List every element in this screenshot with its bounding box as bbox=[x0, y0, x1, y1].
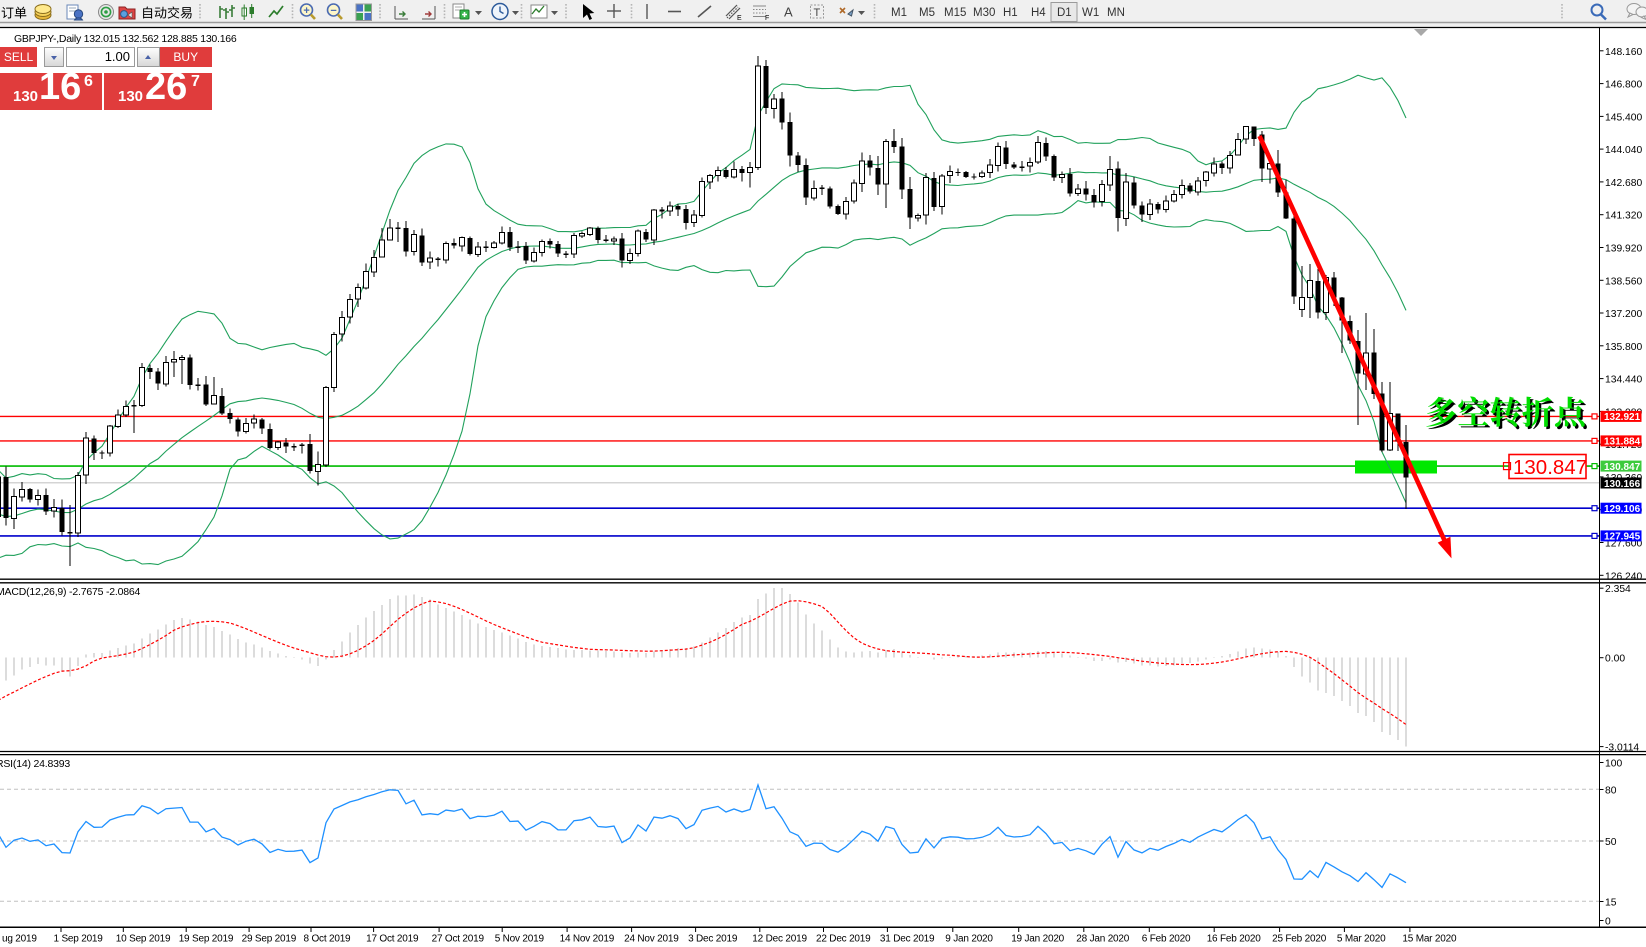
svg-text:146.800: 146.800 bbox=[1605, 80, 1642, 91]
svg-text:9 Jan 2020: 9 Jan 2020 bbox=[945, 934, 993, 945]
svg-text:5 Nov 2019: 5 Nov 2019 bbox=[495, 934, 545, 945]
svg-text:129.106: 129.106 bbox=[1604, 504, 1641, 515]
svg-text:28 Jan 2020: 28 Jan 2020 bbox=[1076, 934, 1129, 945]
svg-text:M5: M5 bbox=[919, 7, 935, 19]
svg-text:T: T bbox=[814, 7, 821, 19]
svg-text:127.945: 127.945 bbox=[1604, 532, 1641, 543]
svg-text:GBPJPY-,Daily 132.015 132.562: GBPJPY-,Daily 132.015 132.562 128.885 13… bbox=[14, 33, 237, 45]
svg-text:130.847: 130.847 bbox=[1513, 456, 1587, 479]
svg-text:15: 15 bbox=[1605, 898, 1617, 909]
svg-text:100: 100 bbox=[1605, 759, 1622, 770]
svg-text:144.040: 144.040 bbox=[1605, 145, 1642, 156]
svg-text:+: + bbox=[303, 5, 309, 17]
svg-text:135.800: 135.800 bbox=[1605, 342, 1642, 353]
svg-text:6 Feb 2020: 6 Feb 2020 bbox=[1142, 934, 1191, 945]
svg-text:50: 50 bbox=[1605, 837, 1617, 848]
svg-text:130.166: 130.166 bbox=[1604, 479, 1641, 490]
svg-text:−: − bbox=[330, 5, 336, 17]
svg-text:D1: D1 bbox=[1057, 7, 1072, 19]
svg-text:E: E bbox=[737, 15, 742, 22]
svg-text:141.320: 141.320 bbox=[1605, 211, 1642, 222]
svg-text:15 Mar 2020: 15 Mar 2020 bbox=[1402, 934, 1457, 945]
svg-text:127.600: 127.600 bbox=[1605, 539, 1642, 550]
svg-text:H1: H1 bbox=[1003, 7, 1018, 19]
svg-text:145.400: 145.400 bbox=[1605, 112, 1642, 123]
svg-text:MN: MN bbox=[1107, 7, 1125, 19]
svg-text:H4: H4 bbox=[1031, 7, 1046, 19]
svg-text:132.921: 132.921 bbox=[1604, 412, 1641, 423]
svg-text:ug 2019: ug 2019 bbox=[2, 934, 37, 945]
svg-text:22 Dec 2019: 22 Dec 2019 bbox=[816, 934, 871, 945]
svg-text:1 Sep 2019: 1 Sep 2019 bbox=[54, 934, 104, 945]
svg-text:134.440: 134.440 bbox=[1605, 375, 1642, 386]
svg-text:-3.0114: -3.0114 bbox=[1605, 743, 1639, 754]
svg-text:F: F bbox=[765, 15, 769, 22]
svg-text:16 Feb 2020: 16 Feb 2020 bbox=[1207, 934, 1262, 945]
svg-text:RSI(14) 24.8393: RSI(14) 24.8393 bbox=[0, 758, 70, 770]
svg-text:14 Nov 2019: 14 Nov 2019 bbox=[560, 934, 615, 945]
svg-text:0.00: 0.00 bbox=[1605, 654, 1625, 665]
svg-text:24 Nov 2019: 24 Nov 2019 bbox=[624, 934, 679, 945]
svg-text:10 Sep 2019: 10 Sep 2019 bbox=[116, 934, 171, 945]
svg-text:19 Jan 2020: 19 Jan 2020 bbox=[1011, 934, 1064, 945]
svg-text:138.560: 138.560 bbox=[1605, 276, 1642, 287]
svg-text:M30: M30 bbox=[973, 7, 995, 19]
svg-text:126.240: 126.240 bbox=[1605, 571, 1642, 582]
svg-text:142.680: 142.680 bbox=[1605, 178, 1642, 189]
svg-text:137.200: 137.200 bbox=[1605, 309, 1642, 320]
svg-text:131.884: 131.884 bbox=[1604, 437, 1641, 448]
svg-text:M15: M15 bbox=[944, 7, 966, 19]
svg-text:8 Oct 2019: 8 Oct 2019 bbox=[304, 934, 352, 945]
svg-text:29 Sep 2019: 29 Sep 2019 bbox=[242, 934, 297, 945]
svg-text:2.354: 2.354 bbox=[1605, 584, 1631, 595]
svg-text:148.160: 148.160 bbox=[1605, 47, 1642, 58]
svg-text:MACD(12,26,9) -2.7675 -2.0864: MACD(12,26,9) -2.7675 -2.0864 bbox=[0, 586, 141, 598]
svg-text:130.847: 130.847 bbox=[1604, 462, 1641, 473]
svg-text:3 Dec 2019: 3 Dec 2019 bbox=[688, 934, 738, 945]
svg-text:W1: W1 bbox=[1082, 7, 1099, 19]
svg-text:25 Feb 2020: 25 Feb 2020 bbox=[1272, 934, 1327, 945]
svg-text:19 Sep 2019: 19 Sep 2019 bbox=[179, 934, 234, 945]
svg-text:M1: M1 bbox=[891, 7, 907, 19]
svg-text:0: 0 bbox=[1605, 917, 1611, 928]
svg-text:17 Oct 2019: 17 Oct 2019 bbox=[366, 934, 419, 945]
svg-text:12 Dec 2019: 12 Dec 2019 bbox=[752, 934, 807, 945]
svg-text:31 Dec 2019: 31 Dec 2019 bbox=[880, 934, 935, 945]
svg-text:139.920: 139.920 bbox=[1605, 244, 1642, 255]
svg-text:80: 80 bbox=[1605, 786, 1617, 797]
svg-text:A: A bbox=[784, 5, 793, 20]
svg-text:5 Mar 2020: 5 Mar 2020 bbox=[1337, 934, 1386, 945]
svg-text:27 Oct 2019: 27 Oct 2019 bbox=[432, 934, 485, 945]
